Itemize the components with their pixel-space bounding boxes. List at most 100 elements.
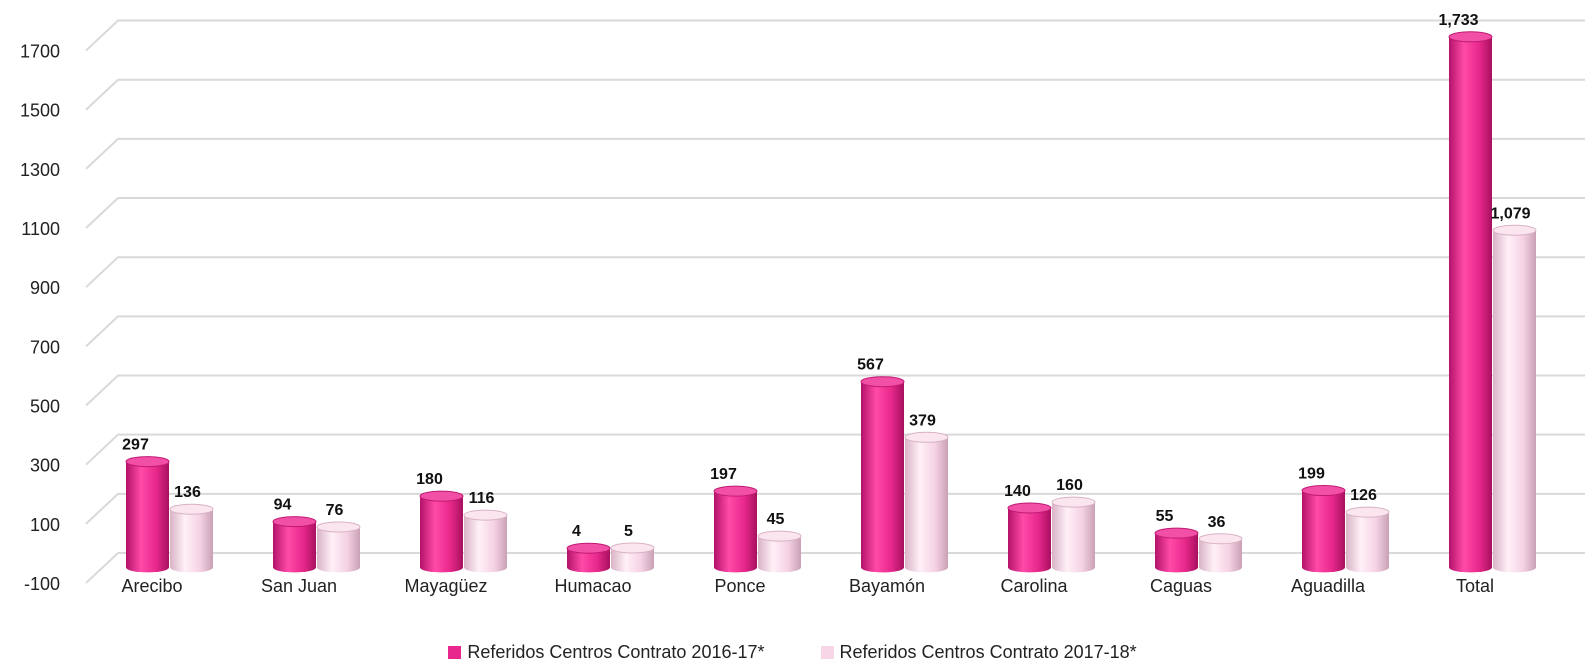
bar-body [861,381,904,573]
x-tick-label: Arecibo [121,576,182,596]
bar [1007,502,1052,573]
y-axis-ticks: -100 100 300 500 700 900 1100 1300 1500 1700 [20,42,60,594]
data-label: 199 [1298,466,1325,483]
data-label: 567 [857,357,884,374]
bar [419,490,464,573]
bar-body [170,509,213,573]
bar-cap [904,431,949,443]
bar-body [714,491,757,573]
data-label: 55 [1156,508,1174,525]
gridline [85,552,1585,584]
x-tick-label: Aguadilla [1291,576,1366,596]
legend-label-series-2: Referidos Centros Contrato 2017-18* [839,641,1137,662]
bar-body [1008,508,1051,573]
bar [316,521,361,573]
data-label: 1,079 [1490,205,1530,222]
y-tick-label: 100 [30,515,60,535]
bar-cap [713,485,758,497]
legend: Referidos Centros Contrato 2016-17* Refe… [0,640,1585,664]
x-tick-label: San Juan [261,576,337,596]
bar-cap [316,521,361,533]
bar-body [758,536,801,573]
legend-swatch-series-1 [448,645,462,659]
x-tick-label: Mayagüez [404,576,487,596]
legend-label-series-1: Referidos Centros Contrato 2016-17* [467,641,765,662]
bar-cap [860,376,905,388]
bar [1492,224,1537,573]
bar [713,485,758,573]
bar-cap [419,490,464,502]
bar [125,456,170,573]
bar-cap [169,503,214,515]
data-label: 160 [1056,477,1083,494]
bar-body [611,547,654,573]
bar-body [420,496,463,573]
bar-body [126,461,169,573]
bar-cap [463,509,508,521]
data-label: 45 [767,511,785,528]
bar-cap [566,542,611,554]
data-label: 126 [1350,487,1377,504]
bar-cap [125,456,170,468]
bar-cap [272,516,317,528]
y-tick-label: 900 [30,278,60,298]
data-label: 180 [416,471,443,488]
bar-cap [1051,496,1096,508]
y-tick-label: -100 [24,574,60,594]
bar-body [1302,490,1345,573]
data-label: 36 [1208,514,1226,531]
bar [1345,506,1390,573]
bar-chart: -100 100 300 500 700 900 1100 1300 1500 1700 297 1… [20,12,1585,596]
bar-cap [1154,527,1199,539]
legend-swatch-series-2 [820,645,834,659]
bar [566,542,611,573]
legend-item-series-1: Referidos Centros Contrato 2016-17* [448,640,765,664]
bar [904,431,949,573]
bar-cap [1007,502,1052,514]
gridline [85,19,1585,52]
bar-body [1449,36,1492,573]
y-tick-label: 1700 [20,42,60,62]
bar-body [464,515,507,573]
x-tick-label: Bayamón [849,576,925,596]
gridline [85,78,1585,111]
data-label: 136 [174,484,201,501]
bar [610,542,655,573]
bar-body [317,526,360,573]
bar [1198,533,1243,573]
data-label: 197 [710,466,737,483]
x-tick-label: Total [1456,576,1494,596]
bar-cap [1198,533,1243,545]
y-tick-label: 300 [30,456,60,476]
gridline [85,256,1585,288]
data-label: 140 [1004,483,1031,500]
y-tick-label: 1500 [20,101,60,121]
bar-cap [1301,485,1346,497]
x-tick-label: Carolina [1000,576,1068,596]
x-tick-label: Caguas [1150,576,1212,596]
bar-body [1346,512,1389,573]
bar-body [1199,538,1242,573]
bar [1051,496,1096,573]
bar [463,509,508,573]
bar [169,503,214,573]
bar-body [1155,533,1198,573]
data-label: 116 [469,490,495,507]
bar-cap [1345,506,1390,518]
data-label: 297 [122,437,149,454]
gridline [85,315,1585,348]
legend-item-series-2: Referidos Centros Contrato 2017-18* [820,640,1137,664]
bar-cap [1492,224,1537,236]
y-tick-label: 500 [30,397,60,417]
bar-cap [610,542,655,554]
bar [860,376,905,573]
data-label: 1,733 [1438,12,1478,29]
bar-body [905,437,948,573]
data-label: 94 [274,497,292,514]
y-tick-label: 700 [30,337,60,357]
data-label: 5 [624,523,633,540]
y-tick-label: 1100 [21,219,60,239]
x-tick-label: Humacao [554,576,631,596]
gridline [85,197,1585,229]
